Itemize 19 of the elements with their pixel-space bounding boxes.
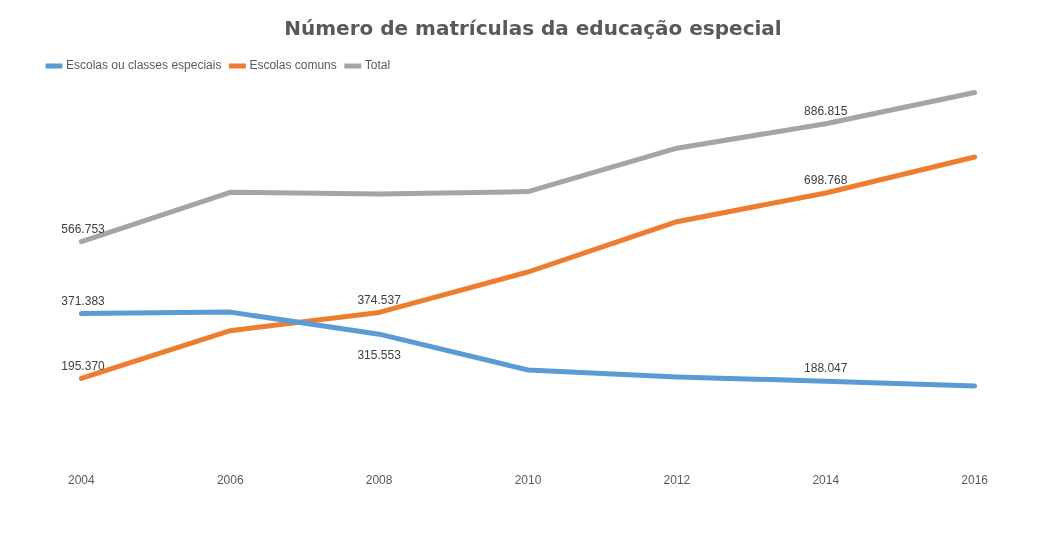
data-label: 374.537 [357,292,402,307]
legend-label: Total [364,58,391,73]
data-label: 315.553 [357,348,402,363]
data-label: 566.753 [61,221,106,236]
x-tick-label: 2012 [663,473,691,488]
x-tick-label: 2006 [216,473,244,488]
x-tick-label: 2016 [961,473,989,488]
data-label: 371.383 [61,293,106,308]
legend-label: Escolas ou classes especiais [66,58,222,73]
data-label: 886.815 [804,104,848,119]
x-tick-label: 2010 [514,473,542,488]
x-tick-label: 2014 [812,473,840,488]
chart-title: Número de matrículas da educação especial [284,16,782,41]
data-label: 698.768 [804,173,848,188]
legend-label: Escolas comuns [249,58,337,73]
x-tick-label: 2008 [365,473,393,488]
data-label: 195.370 [61,358,106,373]
x-tick-label: 2004 [68,473,96,488]
data-label: 188.047 [804,361,848,376]
